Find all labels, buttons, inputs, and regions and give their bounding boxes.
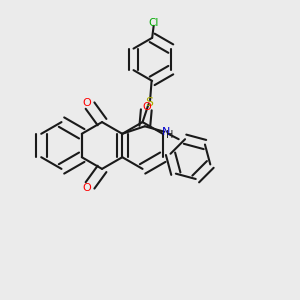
Text: Cl: Cl xyxy=(148,18,159,28)
Text: H: H xyxy=(166,130,173,140)
Text: S: S xyxy=(145,96,153,109)
Text: O: O xyxy=(82,98,91,108)
Text: N: N xyxy=(162,127,170,137)
Text: O: O xyxy=(82,183,91,193)
Text: O: O xyxy=(142,102,151,112)
